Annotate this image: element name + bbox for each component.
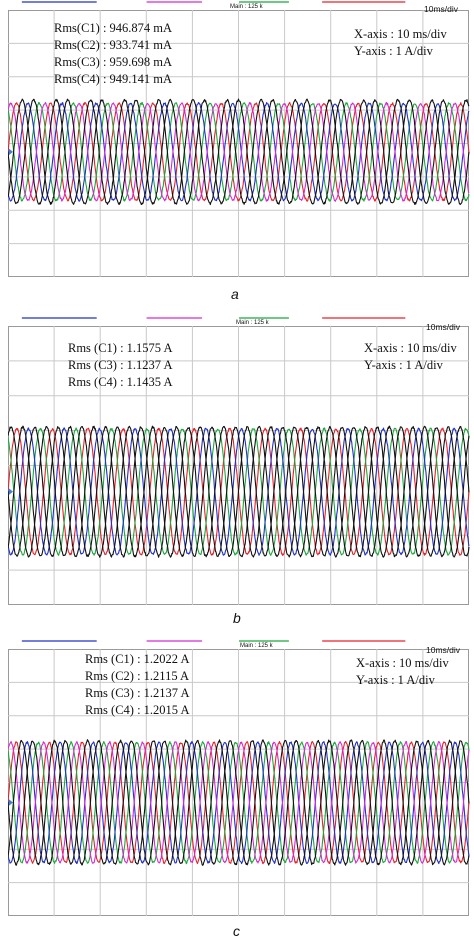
rms-readouts-a: Rms(C1) : 946.874 mA Rms(C2) : 933.741 m… [54, 20, 172, 88]
waveform-trace [8, 102, 470, 202]
waveform-trace [8, 101, 470, 202]
rms-readout: Rms (C2) : 1.2115 A [85, 669, 190, 683]
main-label-a: Main : 125 k [230, 4, 263, 10]
waveform-trace [8, 425, 470, 558]
trigger-level-marker [8, 147, 13, 156]
x-axis-info: X-axis : 10 ms/div [364, 341, 457, 355]
x-axis-info: X-axis : 10 ms/div [354, 27, 447, 41]
y-axis-info: Y-axis : 1 A/div [364, 358, 443, 372]
panel-a: Main : 125 k 10ms/div Rms(C1) : 946.874 … [0, 0, 474, 302]
y-axis-info: Y-axis : 1 A/div [354, 44, 433, 58]
panel-b: Main : 125 k 10ms/div Rms (C1) : 1.1575 … [0, 316, 474, 634]
panel-c: Main : 125 k 10ms/div Rms (C1) : 1.2022 … [0, 639, 474, 941]
waveform-trace [8, 98, 470, 206]
main-label-c: Main : 125 k [240, 643, 273, 649]
rms-readouts-c: Rms (C1) : 1.2022 A Rms (C2) : 1.2115 A … [85, 651, 190, 719]
rms-readout: Rms(C4) : 949.141 mA [54, 72, 173, 86]
timebase-label-c: 10ms/div [426, 645, 461, 655]
trigger-level-marker [8, 487, 13, 496]
waveform-plot-c [8, 640, 470, 916]
x-axis-info: X-axis : 10 ms/div [356, 656, 449, 670]
axis-info-c: X-axis : 10 ms/div Y-axis : 1 A/div [356, 655, 449, 689]
caption-a: a [231, 286, 239, 302]
caption-c: c [233, 923, 240, 939]
waveform-trace [8, 425, 470, 558]
rms-readout: Rms(C1) : 946.874 mA [54, 21, 173, 35]
rms-readout: Rms (C3) : 1.1237 A [68, 358, 173, 372]
waveform-trace [8, 739, 470, 866]
waveform-trace [8, 739, 470, 866]
rms-readout: Rms(C3) : 959.698 mA [54, 55, 173, 69]
scope-screen-a: Main : 125 k 10ms/div Rms(C1) : 946.874 … [8, 0, 470, 278]
timebase-label-a: 10ms/div [424, 4, 459, 14]
rms-readouts-b: Rms (C1) : 1.1575 A Rms (C3) : 1.1237 A … [68, 340, 173, 391]
axis-info-a: X-axis : 10 ms/div Y-axis : 1 A/div [354, 26, 447, 60]
rms-readout: Rms (C1) : 1.1575 A [68, 341, 173, 355]
scope-screen-b: Main : 125 k 10ms/div Rms (C1) : 1.1575 … [8, 316, 470, 606]
waveform-plot-b [8, 317, 470, 605]
rms-readout: Rms(C2) : 933.741 mA [54, 38, 173, 52]
rms-readout: Rms (C1) : 1.2022 A [85, 652, 190, 666]
rms-readout: Rms (C4) : 1.1435 A [68, 375, 173, 389]
y-axis-info: Y-axis : 1 A/div [356, 673, 435, 687]
caption-b: b [233, 610, 241, 626]
waveform-trace [8, 425, 470, 558]
rms-readout: Rms (C4) : 1.2015 A [85, 703, 190, 717]
timebase-label-b: 10ms/div [426, 322, 461, 332]
axis-info-b: X-axis : 10 ms/div Y-axis : 1 A/div [364, 340, 457, 374]
waveform-plot-a [8, 1, 470, 277]
scope-screen-c: Main : 125 k 10ms/div Rms (C1) : 1.2022 … [8, 639, 470, 917]
waveform-trace [8, 98, 470, 206]
rms-readout: Rms (C3) : 1.2137 A [85, 686, 190, 700]
main-label-b: Main : 125 k [236, 320, 269, 326]
waveform-trace [8, 740, 470, 864]
trigger-level-marker [8, 798, 13, 807]
